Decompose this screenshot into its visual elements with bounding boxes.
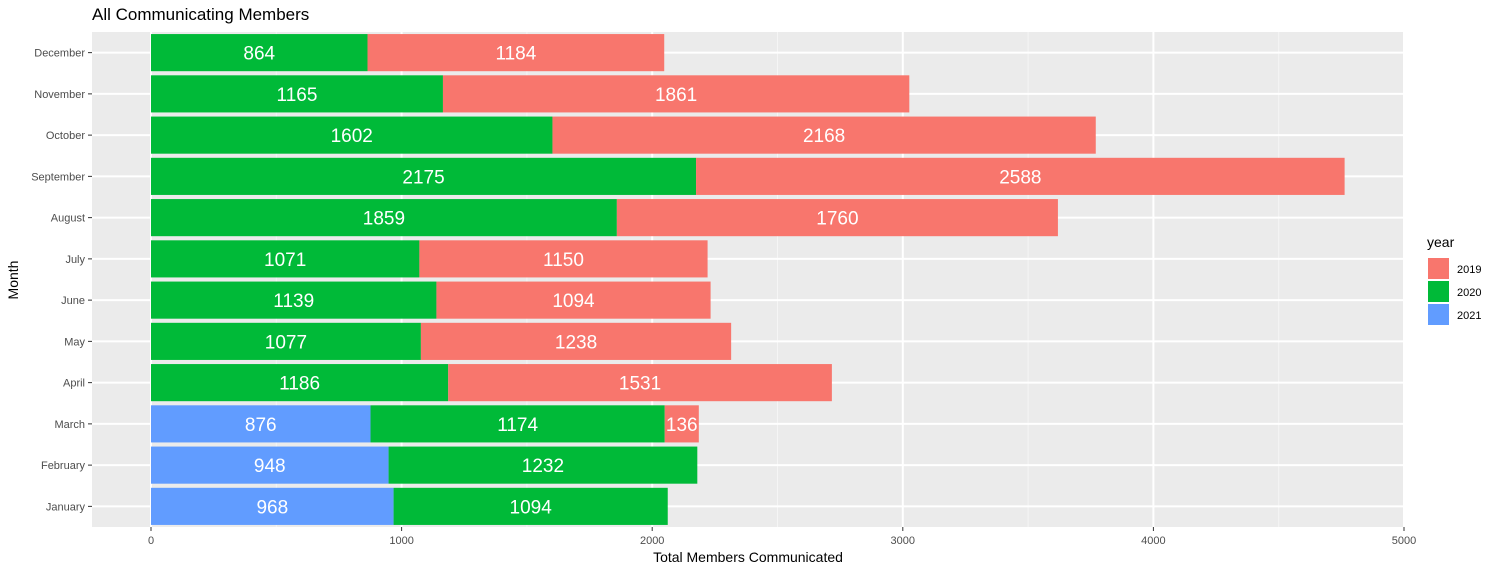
- x-axis-title: Total Members Communicated: [653, 549, 843, 565]
- y-tick-label: February: [41, 460, 86, 472]
- y-tick-label: March: [54, 419, 85, 431]
- bar-2020-october: [151, 116, 553, 154]
- data-label: 1165: [277, 85, 318, 106]
- data-label: 948: [254, 456, 286, 477]
- legend-key-2019: [1428, 258, 1449, 279]
- bar-2019-july: [419, 240, 708, 278]
- y-tick-label: May: [64, 336, 85, 348]
- legend-key-2021: [1428, 304, 1449, 325]
- y-tick-label: September: [31, 171, 85, 183]
- bar-2020-december: [151, 34, 368, 72]
- bar-2020-may: [151, 322, 421, 360]
- bar-2020-march: [370, 405, 665, 443]
- data-label: 1186: [279, 374, 320, 395]
- data-label: 1174: [497, 415, 538, 436]
- legend-title: year: [1427, 234, 1455, 250]
- data-label: 1861: [655, 85, 697, 106]
- data-label: 968: [256, 497, 288, 518]
- data-label: 1094: [510, 497, 553, 518]
- data-label: 1531: [619, 374, 661, 395]
- bar-2019-november: [442, 75, 910, 113]
- data-label: 864: [243, 44, 275, 65]
- y-tick-label: December: [34, 48, 85, 60]
- y-tick-label: August: [51, 213, 85, 225]
- data-label: 1602: [331, 126, 373, 147]
- bar-2020-july: [151, 240, 420, 278]
- data-label: 1184: [495, 44, 536, 65]
- bar-2020-june: [151, 281, 437, 319]
- chart-title: All Communicating Members: [92, 5, 309, 24]
- bar-labels: 968 1094 948 1232 876 1174 136 1186 1531 1077 1238…: [243, 44, 1041, 519]
- data-label: 1859: [363, 209, 405, 230]
- bar-2020-september: [151, 157, 697, 195]
- y-tick-label: November: [34, 89, 85, 101]
- legend: year 2019 2020 2021: [1427, 234, 1481, 325]
- legend-label: 2020: [1457, 287, 1481, 299]
- x-tick-label: 3000: [891, 535, 915, 547]
- bar-2020-november: [151, 75, 443, 113]
- data-label: 1232: [522, 456, 564, 477]
- legend-label: 2019: [1457, 264, 1481, 276]
- x-tick-label: 4000: [1141, 535, 1165, 547]
- data-label: 1077: [265, 332, 307, 353]
- bar-2021-february: [151, 446, 389, 484]
- data-label: 1139: [273, 291, 314, 312]
- data-label: 1071: [264, 250, 306, 271]
- y-tick-label: June: [61, 295, 85, 307]
- data-label: 2175: [402, 167, 444, 188]
- bars: [151, 34, 1345, 525]
- y-tick-label: July: [65, 254, 85, 266]
- x-tick-label: 5000: [1392, 535, 1416, 547]
- y-tick-label: January: [46, 501, 86, 513]
- x-tick-label: 1000: [389, 535, 413, 547]
- data-label: 1150: [543, 250, 584, 271]
- x-axis: 0 1000 2000 3000 4000 5000: [148, 527, 1416, 547]
- legend-label: 2021: [1457, 310, 1481, 322]
- bar-2019-august: [616, 199, 1058, 237]
- bar-2019-september: [696, 157, 1345, 195]
- data-label: 2588: [999, 167, 1041, 188]
- bar-2021-january: [151, 487, 394, 525]
- bar-2020-january: [393, 487, 668, 525]
- data-label: 136: [666, 415, 698, 436]
- data-label: 1094: [552, 291, 595, 312]
- bar-2019-december: [367, 34, 665, 72]
- y-tick-label: October: [46, 130, 85, 142]
- bar-2019-may: [420, 322, 732, 360]
- bar-2021-march: [151, 405, 371, 443]
- data-label: 1238: [555, 332, 597, 353]
- y-tick-label: April: [63, 378, 85, 390]
- bar-2019-april: [448, 364, 832, 402]
- plot-panel: [92, 32, 1405, 527]
- bar-2019-june: [436, 281, 711, 319]
- y-axis-title: Month: [5, 261, 21, 300]
- legend-key-2020: [1428, 281, 1449, 302]
- bar-2020-april: [151, 364, 449, 402]
- bar-2019-march: [664, 405, 699, 443]
- x-tick-label: 2000: [640, 535, 664, 547]
- bar-2020-august: [151, 199, 617, 237]
- bar-2019-october: [552, 116, 1096, 154]
- x-tick-label: 0: [148, 535, 154, 547]
- bar-2020-february: [388, 446, 698, 484]
- data-label: 1760: [816, 209, 858, 230]
- data-label: 2168: [803, 126, 845, 147]
- data-label: 876: [245, 415, 277, 436]
- y-axis: January February March April May June July Augu…: [31, 48, 92, 513]
